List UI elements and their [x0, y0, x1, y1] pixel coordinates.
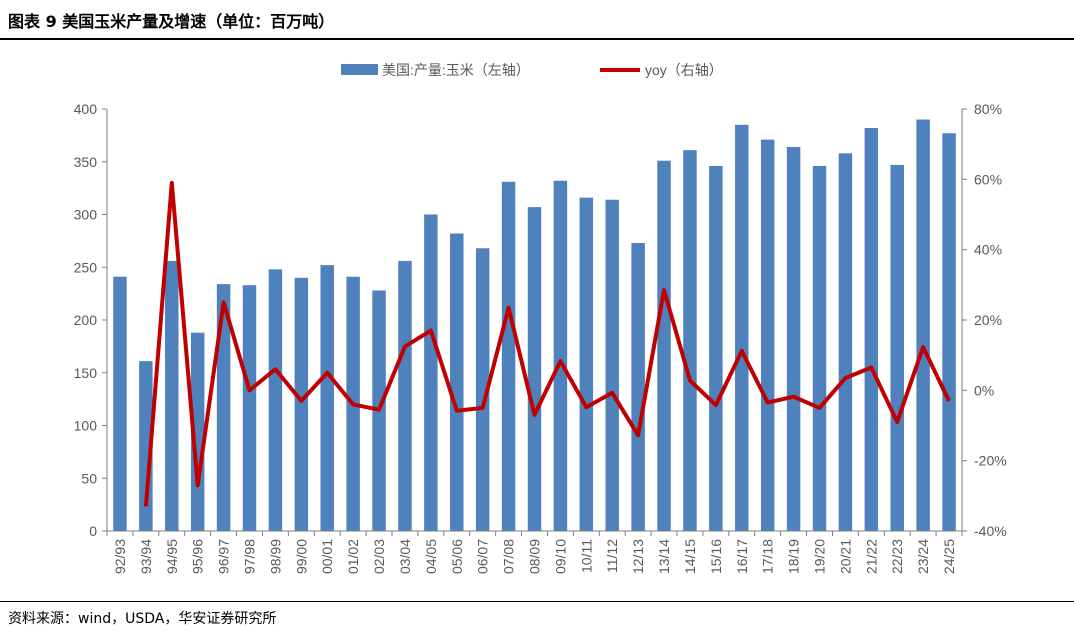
- top-rule: [0, 38, 1074, 40]
- x-tick-label: 22/23: [889, 539, 905, 574]
- bar: [398, 260, 412, 531]
- x-tick-label: 96/97: [216, 539, 232, 574]
- bar: [735, 124, 749, 531]
- corn-production-chart: 美国:产量:玉米（左轴） yoy（右轴） 0 50 100 150 200 250 300 3…: [74, 62, 1007, 574]
- bar: [942, 133, 956, 531]
- bar: [864, 127, 879, 532]
- left-axis: 0 50 100 150 200 250 300 350 400: [74, 101, 107, 539]
- left-tick-label: 100: [74, 418, 98, 434]
- x-tick-label: 94/95: [164, 539, 180, 574]
- right-tick-label: 60%: [974, 171, 1002, 187]
- legend-line-label: yoy（右轴）: [645, 62, 723, 78]
- right-tick-label: 80%: [974, 101, 1002, 117]
- bar: [501, 181, 516, 532]
- bar: [890, 164, 904, 532]
- bar: [838, 153, 853, 531]
- bar: [553, 180, 568, 532]
- yoy-line: [143, 180, 951, 507]
- x-tick-label: 06/07: [475, 539, 491, 574]
- x-tick-label: 03/04: [397, 539, 413, 574]
- x-tick-label: 11/12: [604, 539, 620, 573]
- bar: [450, 233, 464, 532]
- bar: [113, 276, 127, 531]
- right-tick-label: 40%: [974, 242, 1002, 258]
- x-tick-label: 97/98: [242, 539, 258, 574]
- x-tick-label: 93/94: [138, 539, 154, 574]
- x-tick-label: 01/02: [345, 539, 361, 574]
- line-series: [143, 180, 951, 507]
- bar: [579, 197, 594, 531]
- left-tick-label: 300: [74, 207, 98, 223]
- bar: [424, 214, 438, 531]
- right-tick-label: -20%: [974, 453, 1007, 469]
- legend: 美国:产量:玉米（左轴） yoy（右轴）: [341, 62, 723, 78]
- bar: [760, 139, 775, 531]
- bar: [657, 160, 671, 531]
- left-tick-label: 50: [81, 470, 97, 486]
- bar: [268, 269, 283, 531]
- x-tick-label: 17/18: [760, 539, 776, 574]
- right-tick-label: 20%: [974, 312, 1002, 328]
- x-tick-label: 18/19: [786, 539, 802, 574]
- x-tick-label: 10/11: [578, 539, 594, 573]
- left-tick-label: 350: [74, 154, 98, 170]
- source-note: 资料来源：wind，USDA，华安证券研究所: [8, 611, 277, 627]
- left-tick-label: 200: [74, 312, 98, 328]
- right-axis: -40% -20% 0% 20% 40% 60% 80%: [962, 101, 1007, 539]
- x-tick-label: 02/03: [371, 539, 387, 574]
- x-tick-label: 14/15: [682, 539, 698, 574]
- x-tick-label: 95/96: [190, 539, 206, 574]
- x-tick-label: 24/25: [941, 539, 957, 574]
- right-tick-label: -40%: [974, 523, 1007, 539]
- bar: [916, 119, 930, 532]
- x-tick-label: 16/17: [734, 539, 750, 574]
- left-tick-label: 400: [74, 101, 98, 117]
- x-tick-label: 08/09: [527, 539, 543, 574]
- x-axis: 92/93 93/94 94/95 95/96 96/97 97/98 98/99 99/00…: [106, 531, 963, 574]
- x-tick-label: 92/93: [112, 539, 128, 574]
- bottom-rule: [0, 601, 1074, 602]
- x-tick-label: 20/21: [837, 539, 853, 574]
- bar: [294, 277, 309, 531]
- bar: [475, 248, 490, 531]
- figure-title: 图表 9 美国玉米产量及增速（单位：百万吨）: [8, 12, 335, 31]
- x-tick-label: 99/00: [293, 539, 309, 574]
- bar: [631, 242, 645, 532]
- bar: [786, 146, 801, 532]
- x-tick-label: 07/08: [501, 539, 517, 574]
- legend-bar-swatch: [341, 64, 378, 75]
- bar: [683, 150, 697, 531]
- bar: [165, 260, 179, 531]
- bar: [605, 199, 619, 532]
- bar: [216, 284, 231, 531]
- left-tick-label: 0: [89, 523, 97, 539]
- bar-series: [113, 119, 956, 532]
- x-tick-label: 09/10: [552, 539, 568, 574]
- left-tick-label: 150: [74, 365, 98, 381]
- x-tick-label: 19/20: [812, 539, 828, 574]
- bar: [190, 332, 205, 531]
- bar: [812, 165, 827, 531]
- right-tick-label: 0%: [974, 382, 994, 398]
- x-tick-label: 05/06: [449, 539, 465, 574]
- bar: [527, 207, 542, 532]
- x-tick-label: 21/22: [863, 539, 879, 574]
- x-tick-label: 04/05: [423, 539, 439, 574]
- left-tick-label: 250: [74, 259, 98, 275]
- x-tick-label: 23/24: [915, 539, 931, 574]
- x-tick-label: 98/99: [267, 539, 283, 574]
- legend-bar-label: 美国:产量:玉米（左轴）: [382, 62, 530, 78]
- bar: [320, 265, 334, 531]
- x-tick-label: 00/01: [319, 539, 335, 574]
- x-tick-label: 12/13: [630, 539, 646, 574]
- bar: [242, 285, 257, 531]
- x-tick-label: 13/14: [656, 539, 672, 574]
- x-tick-label: 15/16: [708, 539, 724, 574]
- bar: [709, 165, 723, 531]
